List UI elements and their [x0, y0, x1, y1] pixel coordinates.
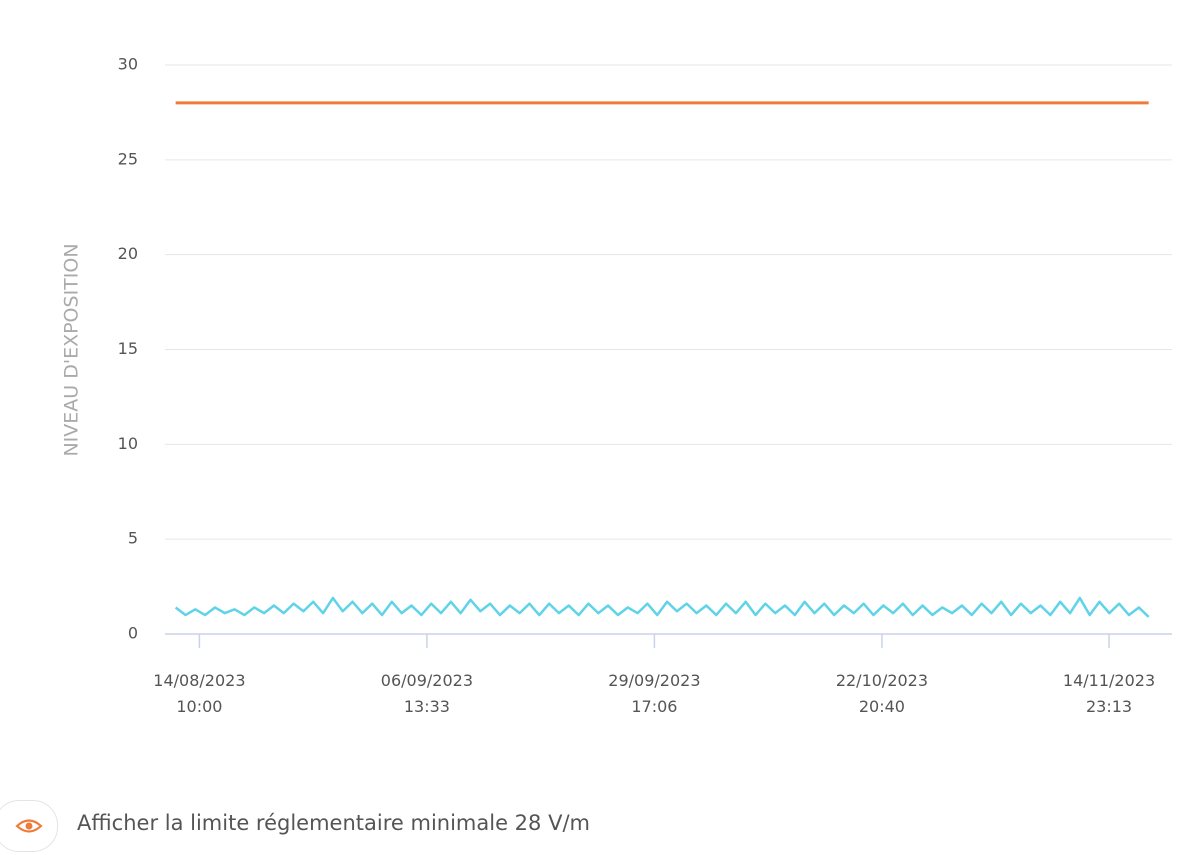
y-tick-label: 30	[118, 55, 138, 74]
chart: NIVEAU D'EXPOSITION 0 5 10 15 20 25 30	[61, 55, 1172, 648]
y-tick-label: 0	[128, 624, 138, 643]
y-axis-label: NIVEAU D'EXPOSITION	[61, 243, 83, 456]
x-tick-label: 29/09/2023 17:06	[608, 671, 701, 716]
toggle-label[interactable]: Afficher la limite réglementaire minimal…	[77, 811, 590, 835]
x-tick-label: 06/09/2023 13:33	[380, 671, 473, 716]
x-tick-label: 14/11/2023 23:13	[1062, 671, 1156, 716]
y-tick-label: 25	[118, 149, 138, 168]
series-line	[174, 596, 1150, 618]
x-tick-label: 14/08/2023 10:00	[153, 671, 246, 716]
y-tick-label: 10	[118, 434, 138, 453]
y-tick-label: 20	[118, 244, 138, 263]
toggle-button[interactable]	[0, 800, 58, 852]
x-tick-label: 22/10/2023 20:40	[835, 671, 929, 716]
eye-icon	[15, 819, 43, 833]
y-tick-label: 5	[128, 529, 138, 548]
y-tick-label: 15	[118, 339, 138, 358]
